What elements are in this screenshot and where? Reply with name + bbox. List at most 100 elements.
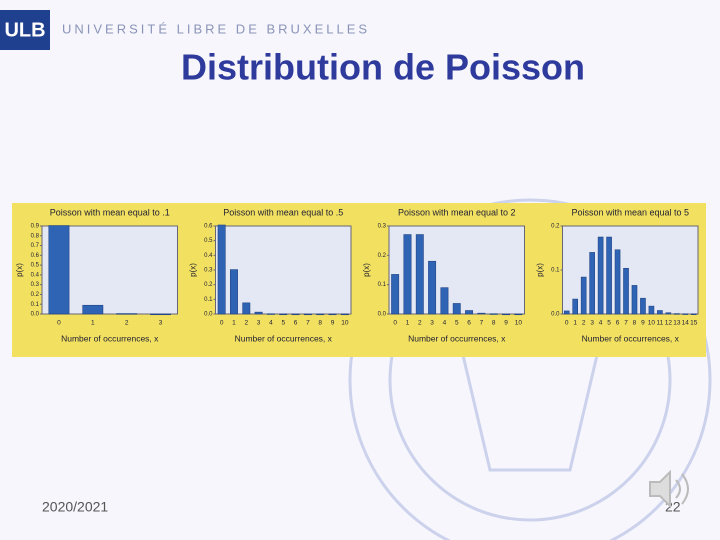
bar [291, 313, 300, 316]
bar [440, 287, 449, 315]
bar [403, 234, 412, 315]
y-tick-label: 0.1 [378, 282, 387, 288]
x-tick-label: 1 [406, 320, 410, 327]
bar [116, 313, 138, 315]
y-tick-label: 0.3 [378, 224, 387, 230]
bar [682, 313, 689, 315]
y-axis-label: p(x) [362, 263, 371, 277]
y-tick-label: 0.2 [378, 253, 387, 259]
x-tick-label: 10 [341, 320, 349, 327]
bar [690, 313, 697, 315]
x-tick-label: 6 [467, 320, 471, 327]
x-tick-label: 1 [91, 320, 95, 327]
chart-title: Poisson with mean equal to 5 [571, 207, 689, 217]
bar [489, 313, 498, 315]
bar [665, 312, 672, 315]
bar [217, 224, 226, 315]
x-tick-label: 13 [673, 320, 681, 327]
speaker-icon [649, 469, 689, 509]
bar [589, 252, 595, 315]
bar [279, 313, 288, 316]
y-tick-label: 0.1 [31, 302, 40, 308]
bar [674, 313, 680, 315]
bar [266, 313, 275, 315]
x-tick-label: 5 [607, 320, 611, 327]
x-tick-label: 2 [418, 320, 422, 327]
x-tick-label: 10 [515, 320, 523, 327]
bar [316, 313, 325, 316]
x-axis-label: Number of occurrences, x [235, 333, 333, 343]
logo: ULB [4, 19, 45, 41]
y-tick-label: 0.5 [31, 263, 40, 269]
x-tick-label: 11 [657, 320, 664, 327]
y-tick-label: 0.3 [204, 268, 213, 274]
bar [328, 313, 337, 316]
y-tick-label: 0.2 [204, 282, 213, 288]
y-tick-label: 0.8 [31, 233, 40, 239]
y-tick-label: 0.1 [204, 297, 213, 303]
bar [580, 276, 587, 315]
bar [82, 304, 104, 315]
x-tick-label: 5 [281, 320, 285, 327]
bar [606, 236, 612, 315]
y-tick-label: 0.4 [204, 253, 213, 259]
bar [150, 313, 171, 316]
logo-box [0, 10, 50, 50]
x-tick-label: 6 [294, 320, 298, 327]
x-tick-label: 9 [504, 320, 508, 327]
bar [415, 234, 424, 315]
bar [230, 269, 238, 315]
bar [452, 303, 461, 315]
bar [614, 249, 621, 315]
chart-title: Poisson with mean equal to 2 [398, 207, 516, 217]
bar [340, 313, 349, 316]
bar [391, 274, 400, 315]
bar [572, 298, 578, 315]
bar [563, 310, 570, 315]
bar [303, 313, 312, 316]
y-tick-label: 0.4 [31, 272, 40, 278]
y-tick-label: 0.7 [31, 243, 40, 249]
bar [514, 313, 523, 316]
bar [631, 285, 638, 315]
x-tick-label: 2 [244, 320, 248, 327]
x-tick-label: 0 [565, 320, 569, 327]
y-tick-label: 0.6 [204, 224, 213, 230]
x-axis-label: Number of occurrences, x [61, 333, 159, 343]
x-tick-label: 9 [641, 320, 645, 327]
y-tick-label: 0.0 [551, 312, 560, 318]
x-tick-label: 4 [443, 320, 447, 327]
x-tick-label: 10 [648, 320, 656, 327]
x-tick-label: 8 [492, 320, 496, 327]
x-tick-label: 3 [257, 320, 261, 327]
x-tick-label: 9 [331, 320, 335, 327]
bar [242, 302, 251, 315]
x-tick-label: 2 [125, 320, 129, 327]
x-tick-label: 14 [682, 320, 690, 327]
y-tick-label: 0.1 [551, 268, 560, 274]
x-tick-label: 4 [269, 320, 273, 327]
x-axis-label: Number of occurrences, x [408, 333, 506, 343]
bar [623, 267, 629, 315]
x-tick-label: 7 [480, 320, 484, 327]
y-tick-label: 0.9 [31, 224, 40, 230]
x-tick-label: 6 [616, 320, 620, 327]
y-tick-label: 0.0 [378, 312, 387, 318]
x-tick-label: 15 [690, 320, 698, 327]
x-axis-label: Number of occurrences, x [582, 333, 680, 343]
x-tick-label: 8 [633, 320, 637, 327]
bar [648, 305, 655, 315]
bar [254, 311, 263, 315]
university: UNIVERSITÉ LIBRE DE BRUXELLES [62, 21, 370, 36]
x-tick-label: 7 [306, 320, 310, 327]
x-tick-label: 7 [624, 320, 628, 327]
x-tick-label: 1 [232, 320, 236, 327]
y-tick-label: 0.2 [551, 224, 560, 230]
bar [48, 225, 70, 315]
bar [428, 260, 437, 315]
footer-year: 2020/2021 [42, 499, 108, 515]
chart-title: Poisson with mean equal to .5 [223, 207, 343, 217]
slide-title: Distribution de Poisson [181, 47, 585, 88]
